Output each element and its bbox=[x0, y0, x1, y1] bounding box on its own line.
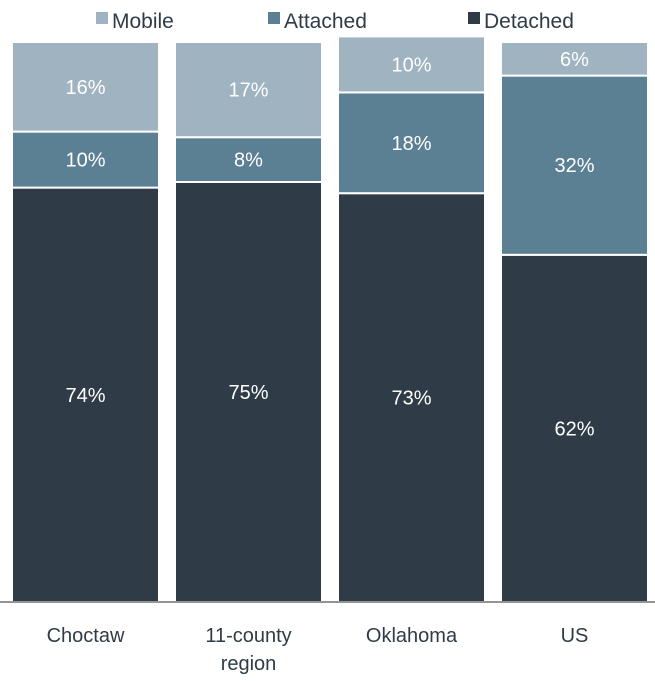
legend-swatch-detached bbox=[468, 12, 480, 24]
data-label-detached-oklahoma: 73% bbox=[391, 388, 431, 410]
legend-swatch-mobile bbox=[96, 12, 108, 24]
bar-detached-11-county-region bbox=[174, 181, 323, 603]
bar-detached-us bbox=[500, 253, 649, 604]
legend-label-mobile: Mobile bbox=[112, 10, 174, 33]
legend: Mobile Attached Detached bbox=[96, 10, 574, 33]
bar-mobile-us bbox=[500, 41, 649, 77]
data-label-detached-11-county-region: 75% bbox=[228, 382, 268, 404]
data-label-attached-11-county-region: 8% bbox=[234, 150, 263, 172]
x-tick-label-us: US bbox=[561, 625, 589, 647]
data-label-mobile-us: 6% bbox=[560, 49, 589, 71]
data-label-mobile-choctaw: 16% bbox=[65, 77, 105, 99]
x-tick-labels: Choctaw 11-county region Oklahoma US bbox=[47, 625, 589, 675]
legend-swatch-attached bbox=[268, 12, 280, 24]
bar-mobile-oklahoma bbox=[337, 35, 486, 94]
x-tick-label-oklahoma: Oklahoma bbox=[366, 625, 458, 647]
bar-mobile-choctaw bbox=[11, 41, 160, 133]
bar-mobile-11-county-region bbox=[174, 41, 323, 139]
bar-attached-11-county-region bbox=[174, 136, 323, 183]
data-label-attached-choctaw: 10% bbox=[65, 150, 105, 172]
x-tick-label-11-county-region: 11-county region bbox=[205, 625, 291, 675]
data-label-detached-choctaw: 74% bbox=[65, 385, 105, 407]
data-label-detached-us: 62% bbox=[554, 418, 594, 440]
bars: 74% 10% 16% 75% 8% 17% 73% 18% 10% 62% 32% 6% bbox=[11, 35, 649, 604]
x-tick-label-choctaw: Choctaw bbox=[47, 625, 125, 647]
legend-label-attached: Attached bbox=[284, 10, 367, 33]
data-label-mobile-11-county-region: 17% bbox=[228, 80, 268, 102]
data-label-mobile-oklahoma: 10% bbox=[391, 54, 431, 76]
bar-attached-oklahoma bbox=[337, 91, 486, 195]
data-label-attached-oklahoma: 18% bbox=[391, 133, 431, 155]
bar-detached-choctaw bbox=[11, 186, 160, 603]
data-label-attached-us: 32% bbox=[554, 155, 594, 177]
bar-attached-us bbox=[500, 74, 649, 256]
bar-attached-choctaw bbox=[11, 130, 160, 189]
legend-label-detached: Detached bbox=[484, 10, 574, 33]
